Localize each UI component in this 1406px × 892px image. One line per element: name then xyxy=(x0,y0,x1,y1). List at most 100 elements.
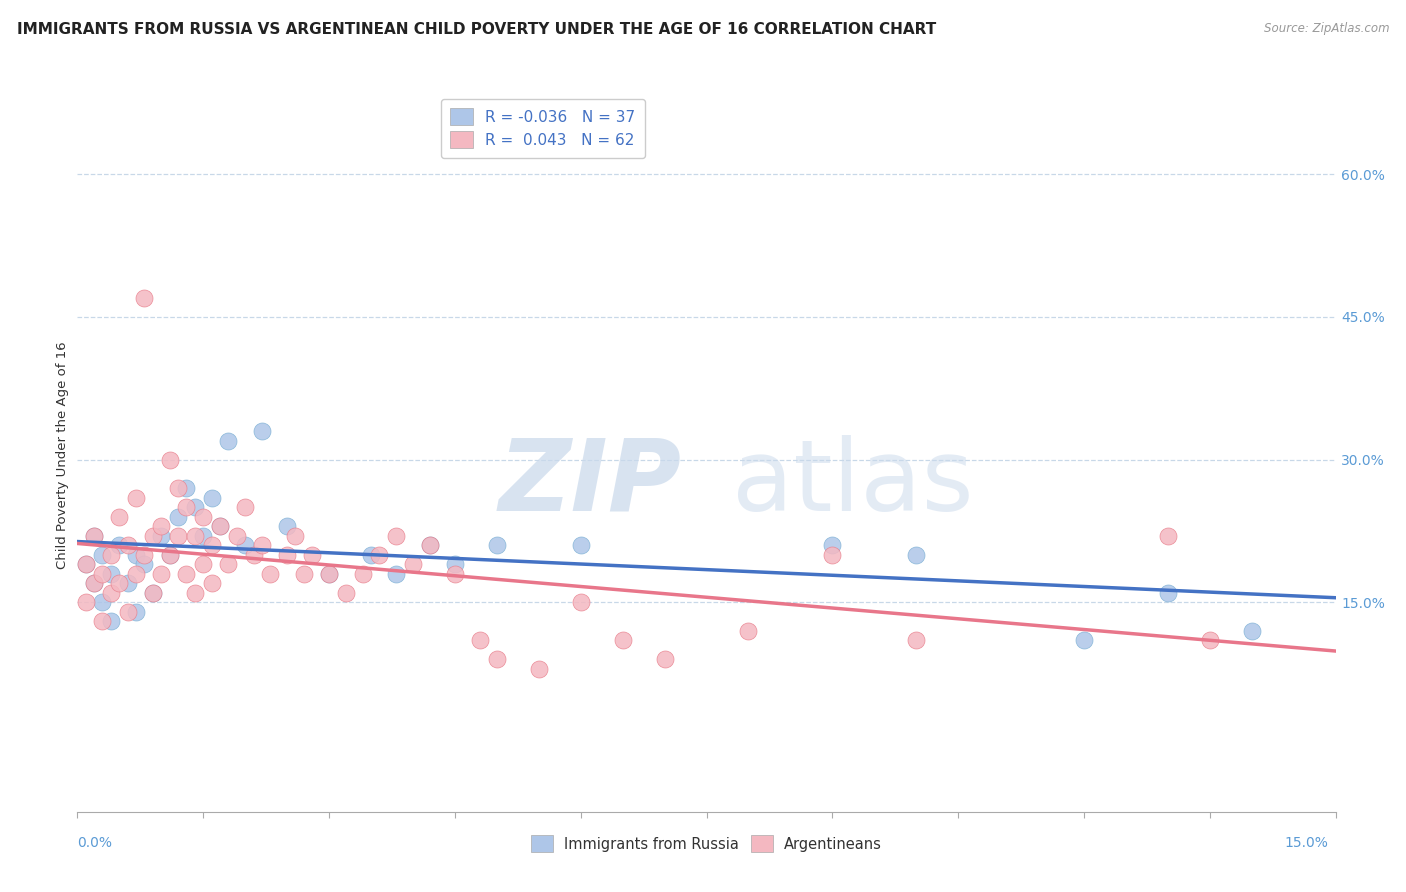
Point xyxy=(905,633,928,648)
Point xyxy=(125,605,148,619)
Text: 0.0%: 0.0% xyxy=(77,836,112,850)
Point xyxy=(134,548,156,562)
Point xyxy=(318,566,340,581)
Point xyxy=(142,586,165,600)
Point xyxy=(125,548,148,562)
Point xyxy=(1157,586,1180,600)
Point xyxy=(485,652,508,666)
Text: Source: ZipAtlas.com: Source: ZipAtlas.com xyxy=(1264,22,1389,36)
Point xyxy=(191,509,215,524)
Point xyxy=(225,529,247,543)
Point xyxy=(117,605,139,619)
Point xyxy=(250,538,273,552)
Point xyxy=(208,519,231,533)
Point xyxy=(83,576,105,591)
Point xyxy=(191,529,215,543)
Point xyxy=(527,662,550,676)
Point xyxy=(217,558,239,572)
Point xyxy=(468,633,491,648)
Point xyxy=(75,595,97,609)
Point xyxy=(167,509,190,524)
Point xyxy=(821,538,844,552)
Point xyxy=(250,424,273,438)
Point xyxy=(83,529,105,543)
Point xyxy=(654,652,676,666)
Text: atlas: atlas xyxy=(731,435,973,532)
Point xyxy=(217,434,239,448)
Point xyxy=(176,481,198,495)
Point xyxy=(91,548,114,562)
Text: IMMIGRANTS FROM RUSSIA VS ARGENTINEAN CHILD POVERTY UNDER THE AGE OF 16 CORRELAT: IMMIGRANTS FROM RUSSIA VS ARGENTINEAN CH… xyxy=(17,22,936,37)
Point xyxy=(612,633,634,648)
Point xyxy=(385,566,408,581)
Point xyxy=(737,624,759,638)
Point xyxy=(150,566,173,581)
Point xyxy=(108,576,131,591)
Point xyxy=(419,538,441,552)
Point xyxy=(1240,624,1263,638)
Point xyxy=(91,566,114,581)
Point xyxy=(360,548,382,562)
Point xyxy=(134,291,156,305)
Point xyxy=(125,566,148,581)
Point xyxy=(167,529,190,543)
Point xyxy=(159,548,181,562)
Point xyxy=(284,529,307,543)
Y-axis label: Child Poverty Under the Age of 16: Child Poverty Under the Age of 16 xyxy=(56,341,69,569)
Point xyxy=(905,548,928,562)
Text: ZIP: ZIP xyxy=(498,435,682,532)
Point xyxy=(318,566,340,581)
Point xyxy=(402,558,425,572)
Point xyxy=(159,452,181,467)
Point xyxy=(176,500,198,515)
Point xyxy=(108,509,131,524)
Point xyxy=(134,558,156,572)
Point xyxy=(385,529,408,543)
Point xyxy=(821,548,844,562)
Point xyxy=(191,558,215,572)
Point xyxy=(108,538,131,552)
Point xyxy=(200,538,222,552)
Point xyxy=(292,566,315,581)
Point xyxy=(125,491,148,505)
Point xyxy=(444,558,467,572)
Point xyxy=(167,481,190,495)
Point xyxy=(75,558,97,572)
Point xyxy=(184,500,207,515)
Point xyxy=(368,548,391,562)
Point xyxy=(91,615,114,629)
Point xyxy=(276,548,298,562)
Point xyxy=(419,538,441,552)
Point xyxy=(184,586,207,600)
Point xyxy=(233,500,256,515)
Legend: Immigrants from Russia, Argentineans: Immigrants from Russia, Argentineans xyxy=(524,830,889,858)
Point xyxy=(200,491,222,505)
Text: 15.0%: 15.0% xyxy=(1285,836,1329,850)
Point xyxy=(569,538,592,552)
Point xyxy=(276,519,298,533)
Point xyxy=(142,586,165,600)
Point xyxy=(91,595,114,609)
Point xyxy=(159,548,181,562)
Point xyxy=(242,548,264,562)
Point xyxy=(1157,529,1180,543)
Point xyxy=(184,529,207,543)
Point xyxy=(569,595,592,609)
Point xyxy=(100,566,122,581)
Point xyxy=(83,576,105,591)
Point xyxy=(150,529,173,543)
Point xyxy=(100,548,122,562)
Point xyxy=(142,529,165,543)
Point xyxy=(75,558,97,572)
Point xyxy=(150,519,173,533)
Point xyxy=(259,566,281,581)
Point xyxy=(208,519,231,533)
Point xyxy=(485,538,508,552)
Point xyxy=(335,586,357,600)
Point xyxy=(352,566,374,581)
Point xyxy=(200,576,222,591)
Point xyxy=(1199,633,1222,648)
Point xyxy=(117,576,139,591)
Point xyxy=(444,566,467,581)
Point xyxy=(301,548,323,562)
